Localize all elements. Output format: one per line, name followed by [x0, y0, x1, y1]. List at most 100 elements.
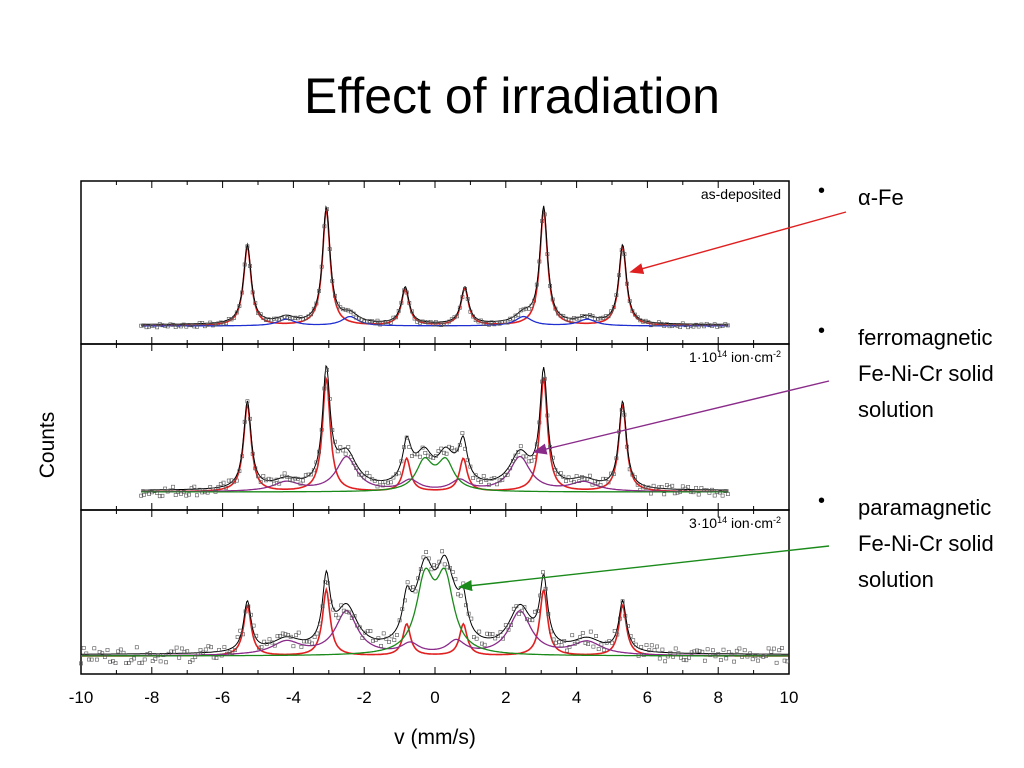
data-point — [718, 490, 722, 495]
data-point — [306, 314, 311, 319]
data-point — [309, 312, 314, 317]
data-point — [646, 485, 651, 490]
data-point — [418, 454, 422, 459]
data-point — [651, 483, 656, 488]
bullet-dot: • — [818, 180, 826, 202]
data-point — [679, 655, 683, 660]
data-point — [532, 298, 537, 303]
data-point — [367, 319, 372, 323]
data-point — [526, 459, 531, 464]
data-point — [441, 450, 446, 455]
data-point — [566, 475, 571, 480]
data-point — [264, 318, 268, 323]
data-point — [108, 659, 113, 664]
data-point — [246, 604, 251, 609]
data-point — [230, 651, 235, 655]
data-point — [211, 487, 215, 492]
data-point — [407, 300, 412, 305]
data-point — [612, 629, 617, 633]
data-point — [336, 615, 341, 620]
data-point — [428, 455, 433, 459]
data-point — [346, 445, 351, 449]
data-point — [667, 324, 672, 329]
data-point — [362, 475, 367, 480]
data-point — [95, 657, 99, 662]
data-point — [423, 450, 428, 455]
data-point — [541, 570, 545, 575]
data-point — [500, 477, 505, 482]
data-point — [564, 648, 569, 653]
data-point — [399, 459, 404, 464]
data-point — [497, 478, 502, 483]
data-point — [402, 598, 407, 603]
data-point — [266, 317, 271, 322]
data-point — [656, 485, 661, 490]
data-point — [707, 323, 712, 328]
data-point — [282, 471, 287, 476]
data-point — [468, 464, 473, 469]
data-point — [161, 653, 166, 657]
data-point — [262, 639, 267, 644]
data-point — [314, 301, 319, 306]
fit-envelope — [81, 554, 789, 655]
data-point — [683, 323, 688, 328]
data-point — [718, 658, 723, 663]
data-point — [357, 625, 362, 630]
data-point — [397, 618, 402, 623]
data-point — [404, 290, 409, 295]
data-point — [144, 489, 149, 494]
data-point — [295, 316, 300, 321]
data-point — [508, 466, 513, 471]
data-point — [365, 629, 370, 634]
data-point — [371, 638, 375, 643]
data-point — [587, 312, 592, 317]
data-point — [444, 322, 449, 327]
data-point — [697, 649, 702, 654]
data-point — [439, 446, 444, 451]
data-point — [465, 458, 470, 463]
data-point — [675, 490, 680, 495]
data-point — [548, 283, 553, 288]
data-point — [578, 635, 583, 640]
data-point — [440, 549, 445, 554]
data-point — [681, 657, 686, 662]
data-point — [208, 485, 213, 490]
data-point — [532, 455, 537, 460]
data-point — [553, 467, 558, 472]
annotation-arrow — [629, 211, 847, 275]
data-point — [562, 639, 567, 643]
data-point — [312, 635, 317, 640]
data-point — [648, 491, 653, 496]
data-point — [277, 481, 282, 486]
data-point — [381, 631, 386, 636]
y-axis-label: Counts — [36, 412, 59, 479]
data-point — [465, 296, 470, 301]
data-point — [487, 632, 492, 637]
data-point — [740, 654, 745, 659]
data-point — [185, 649, 190, 654]
data-point — [525, 617, 529, 622]
data-point — [623, 613, 628, 618]
bullet-line: Fe-Ni-Cr solid — [858, 531, 994, 556]
data-point — [405, 580, 410, 585]
data-point — [425, 453, 430, 458]
data-point — [582, 314, 587, 319]
data-point — [132, 656, 137, 661]
data-point — [176, 489, 181, 494]
data-point — [490, 632, 495, 636]
data-point — [389, 634, 394, 639]
data-point — [311, 468, 316, 473]
data-point — [205, 322, 210, 327]
data-point — [248, 416, 252, 421]
data-point — [163, 486, 168, 491]
data-point — [201, 650, 206, 655]
data-point — [684, 658, 689, 663]
data-point — [579, 314, 584, 318]
data-point — [748, 651, 753, 656]
data-point — [137, 660, 142, 665]
data-point — [689, 650, 694, 655]
data-point — [633, 312, 637, 317]
data-point — [291, 644, 296, 649]
data-point — [173, 493, 178, 498]
data-point — [625, 281, 629, 286]
